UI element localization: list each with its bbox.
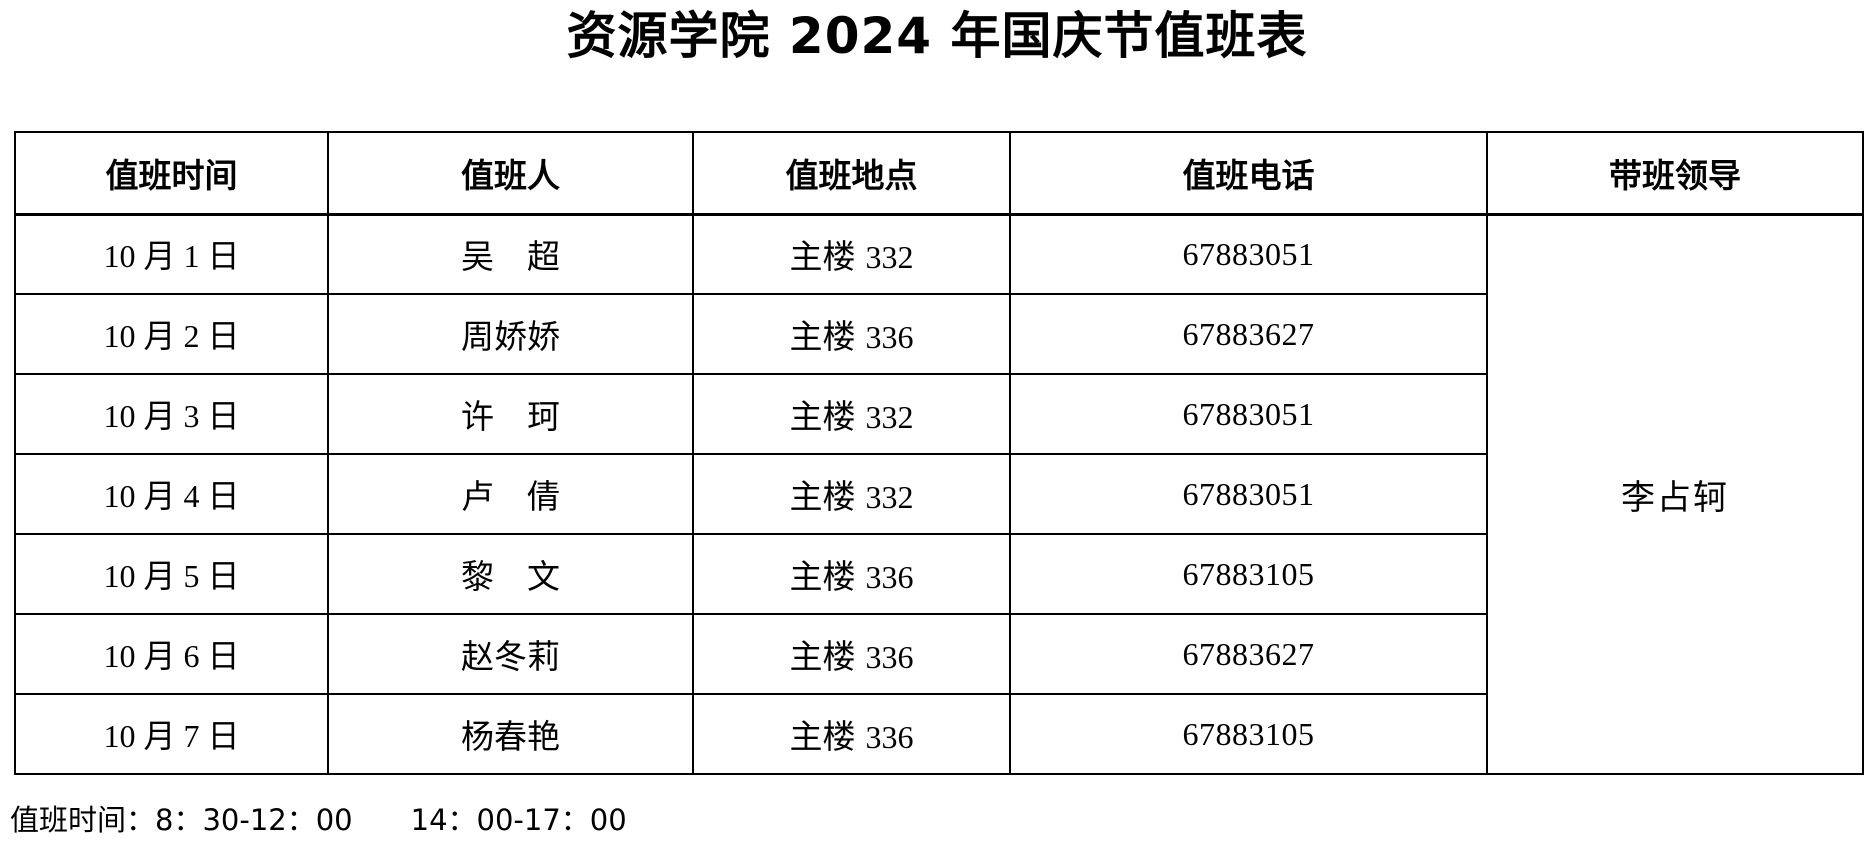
- location-room: 336: [865, 319, 914, 355]
- duty-phone-cell: 67883105: [1009, 693, 1488, 775]
- duty-phone-cell: 67883627: [1009, 293, 1488, 375]
- duty-date-cell: 10 月 1 日: [14, 213, 329, 295]
- location-building: 主楼: [789, 477, 856, 516]
- duty-person-cell: 吴 超: [327, 213, 694, 295]
- duty-phone-cell: 67883627: [1009, 613, 1488, 695]
- location-building: 主楼: [789, 237, 856, 277]
- duty-date-cell: 10 月 7 日: [14, 693, 329, 775]
- location-room: 332: [865, 479, 914, 515]
- duty-leader-cell: 李占轲: [1486, 213, 1864, 775]
- table-row: 10 月 2 日 周娇娇 主楼 336 67883627: [14, 293, 1863, 375]
- duty-location-cell: 主楼 336: [692, 533, 1011, 615]
- duty-location-cell: 主楼 336: [692, 293, 1011, 375]
- column-header-duty-location: 值班地点: [692, 131, 1011, 216]
- table-row: 10 月 1 日 吴 超 主楼 332 67883051 李占轲: [14, 213, 1864, 775]
- table-row: 10 月 4 日 卢 倩 主楼 332 67883051: [14, 453, 1863, 535]
- duty-date-cell: 10 月 5 日: [14, 533, 329, 615]
- table-row: 10 月 5 日 黎 文 主楼 336 67883105: [14, 533, 1863, 615]
- duty-person-cell: 许 珂: [327, 373, 694, 455]
- duty-location-cell: 主楼 332: [692, 373, 1011, 455]
- location-building: 主楼: [789, 637, 856, 676]
- location-building: 主楼: [789, 557, 856, 596]
- duty-location-cell: 主楼 332: [692, 453, 1011, 535]
- location-room: 336: [865, 559, 914, 595]
- location-room: 336: [865, 639, 914, 675]
- location-room: 332: [865, 399, 914, 435]
- column-header-duty-phone: 值班电话: [1009, 131, 1488, 216]
- duty-date-cell: 10 月 2 日: [14, 293, 329, 375]
- duty-phone-cell: 67883051: [1009, 373, 1488, 455]
- duty-person-cell: 周娇娇: [327, 293, 694, 375]
- duty-location-cell: 主楼 336: [692, 613, 1011, 695]
- duty-person-cell: 黎 文: [327, 533, 694, 615]
- duty-phone-cell: 67883051: [1009, 453, 1488, 535]
- table-row: 10 月 7 日 杨春艳 主楼 336 67883105: [14, 693, 1863, 775]
- column-header-duty-date: 值班时间: [14, 131, 329, 216]
- duty-location-cell: 主楼 332: [692, 213, 1011, 295]
- location-building: 主楼: [789, 317, 856, 356]
- duty-roster-table: 值班时间 值班人 值班地点 值班电话 带班领导 10 月 1 日 吴 超 主楼 3…: [14, 131, 1864, 775]
- duty-person-cell: 卢 倩: [327, 453, 694, 535]
- duty-date-cell: 10 月 6 日: [14, 613, 329, 695]
- location-building: 主楼: [789, 397, 856, 436]
- duty-location-cell: 主楼 336: [692, 693, 1011, 775]
- page-title: 资源学院 2024 年国庆节值班表: [566, 7, 1308, 65]
- table-row: 10 月 3 日 许 珂 主楼 332 67883051: [14, 373, 1863, 455]
- duty-date-cell: 10 月 4 日: [14, 453, 329, 535]
- duty-date-cell: 10 月 3 日: [14, 373, 329, 455]
- duty-hours-note: 值班时间：8：30-12：00 14：00-17：00: [10, 803, 627, 837]
- duty-phone-cell: 67883051: [1009, 213, 1488, 295]
- column-header-duty-person: 值班人: [327, 131, 694, 216]
- table-row: 10 月 6 日 赵冬莉 主楼 336 67883627: [14, 613, 1863, 695]
- location-room: 336: [865, 719, 914, 755]
- location-room: 332: [865, 239, 914, 276]
- duty-phone-cell: 67883105: [1009, 533, 1488, 615]
- duty-person-cell: 杨春艳: [327, 693, 694, 775]
- location-building: 主楼: [789, 717, 856, 756]
- duty-person-cell: 赵冬莉: [327, 613, 694, 695]
- column-header-duty-leader: 带班领导: [1486, 131, 1864, 216]
- table-header-row: 值班时间 值班人 值班地点 值班电话 带班领导: [14, 131, 1864, 216]
